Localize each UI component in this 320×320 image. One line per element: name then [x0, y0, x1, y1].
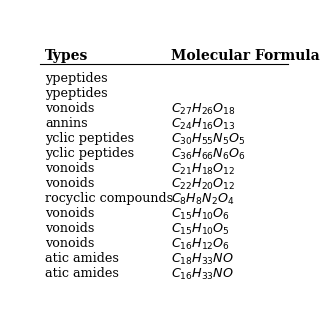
Text: rocyclic compounds: rocyclic compounds — [45, 192, 173, 205]
Text: ypeptides: ypeptides — [45, 72, 108, 85]
Text: $C_{8}H_{8}N_{2}O_{4}$: $C_{8}H_{8}N_{2}O_{4}$ — [172, 192, 235, 207]
Text: $C_{27}H_{26}O_{18}$: $C_{27}H_{26}O_{18}$ — [172, 102, 236, 117]
Text: $C_{24}H_{16}O_{13}$: $C_{24}H_{16}O_{13}$ — [172, 117, 236, 132]
Text: $C_{22}H_{20}O_{12}$: $C_{22}H_{20}O_{12}$ — [172, 177, 236, 192]
Text: vonoids: vonoids — [45, 177, 94, 190]
Text: atic amides: atic amides — [45, 267, 119, 280]
Text: atic amides: atic amides — [45, 252, 119, 265]
Text: vonoids: vonoids — [45, 222, 94, 235]
Text: vonoids: vonoids — [45, 102, 94, 115]
Text: annins: annins — [45, 117, 88, 130]
Text: $C_{15}H_{10}O_{6}$: $C_{15}H_{10}O_{6}$ — [172, 207, 230, 222]
Text: vonoids: vonoids — [45, 207, 94, 220]
Text: yclic peptides: yclic peptides — [45, 132, 134, 145]
Text: $C_{16}H_{12}O_{6}$: $C_{16}H_{12}O_{6}$ — [172, 237, 230, 252]
Text: Types: Types — [45, 50, 88, 63]
Text: yclic peptides: yclic peptides — [45, 147, 134, 160]
Text: vonoids: vonoids — [45, 162, 94, 175]
Text: $C_{18}H_{33}NO$: $C_{18}H_{33}NO$ — [172, 252, 235, 267]
Text: $C_{30}H_{55}N_{5}O_{5}$: $C_{30}H_{55}N_{5}O_{5}$ — [172, 132, 246, 147]
Text: $C_{16}H_{33}NO$: $C_{16}H_{33}NO$ — [172, 267, 235, 282]
Text: $C_{15}H_{10}O_{5}$: $C_{15}H_{10}O_{5}$ — [172, 222, 230, 237]
Text: $C_{36}H_{66}N_{6}O_{6}$: $C_{36}H_{66}N_{6}O_{6}$ — [172, 147, 246, 162]
Text: vonoids: vonoids — [45, 237, 94, 250]
Text: ypeptides: ypeptides — [45, 87, 108, 100]
Text: Molecular Formula: Molecular Formula — [172, 50, 320, 63]
Text: $C_{21}H_{18}O_{12}$: $C_{21}H_{18}O_{12}$ — [172, 162, 236, 177]
